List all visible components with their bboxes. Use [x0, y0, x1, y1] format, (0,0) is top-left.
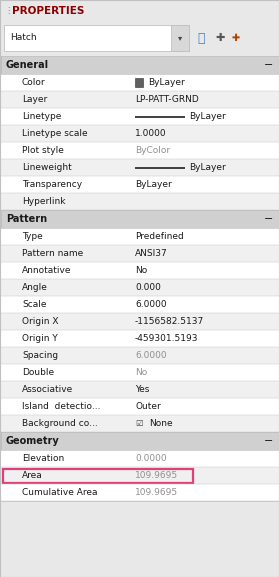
- Text: Background co...: Background co...: [22, 419, 98, 428]
- Bar: [0, 0, 279, 22]
- Bar: [0, 125, 279, 142]
- Text: 0.0000: 0.0000: [135, 454, 167, 463]
- Text: Pattern: Pattern: [6, 214, 47, 224]
- Text: Type: Type: [22, 232, 43, 241]
- Text: ⧉: ⧉: [197, 32, 205, 44]
- Bar: [0, 262, 279, 279]
- Bar: [0, 450, 279, 467]
- Bar: [0, 364, 279, 381]
- Bar: [0, 245, 279, 262]
- Bar: [0, 210, 2, 228]
- Bar: [0, 347, 279, 364]
- Text: None: None: [149, 419, 173, 428]
- Bar: [0, 56, 2, 74]
- Text: ByLayer: ByLayer: [189, 112, 226, 121]
- Bar: [0, 484, 279, 501]
- Bar: [0, 432, 2, 450]
- Text: Plot style: Plot style: [22, 146, 64, 155]
- Text: Angle: Angle: [22, 283, 48, 292]
- Text: Spacing: Spacing: [22, 351, 58, 360]
- Text: ByLayer: ByLayer: [189, 163, 226, 172]
- Text: Origin X: Origin X: [22, 317, 59, 326]
- Text: Double: Double: [22, 368, 54, 377]
- Bar: [171, 25, 189, 51]
- Text: General: General: [6, 60, 49, 70]
- Text: Hyperlink: Hyperlink: [22, 197, 66, 206]
- Text: ByLayer: ByLayer: [148, 78, 185, 87]
- Text: Island  detectio...: Island detectio...: [22, 402, 100, 411]
- Bar: [3, 469, 193, 482]
- Text: Linetype scale: Linetype scale: [22, 129, 88, 138]
- Text: Scale: Scale: [22, 300, 47, 309]
- Text: 0.000: 0.000: [135, 283, 161, 292]
- Bar: [135, 78, 143, 87]
- Bar: [0, 19, 279, 51]
- Bar: [0, 296, 279, 313]
- Text: Geometry: Geometry: [6, 436, 60, 446]
- Text: PROPERTIES: PROPERTIES: [12, 6, 84, 16]
- Text: ByColor: ByColor: [135, 146, 170, 155]
- Bar: [0, 381, 279, 398]
- Text: Lineweight: Lineweight: [22, 163, 72, 172]
- Text: No: No: [135, 266, 147, 275]
- Text: ByLayer: ByLayer: [135, 180, 172, 189]
- Text: Hatch: Hatch: [10, 33, 37, 43]
- Text: 109.9695: 109.9695: [135, 471, 178, 480]
- Text: Outer: Outer: [135, 402, 161, 411]
- Bar: [0, 415, 279, 432]
- Bar: [0, 501, 279, 577]
- Text: −: −: [264, 214, 273, 224]
- Text: Color: Color: [22, 78, 46, 87]
- Text: Origin Y: Origin Y: [22, 334, 58, 343]
- Text: ✚: ✚: [231, 33, 239, 43]
- Bar: [0, 432, 279, 450]
- Text: −: −: [264, 60, 273, 70]
- Text: Linetype: Linetype: [22, 112, 61, 121]
- Text: ✚: ✚: [215, 33, 224, 43]
- Text: ⋮: ⋮: [4, 6, 12, 16]
- Text: ANSI37: ANSI37: [135, 249, 168, 258]
- Text: No: No: [135, 368, 147, 377]
- Text: ▾: ▾: [178, 33, 182, 43]
- Text: 6.0000: 6.0000: [135, 351, 167, 360]
- Bar: [0, 330, 279, 347]
- Text: Predefined: Predefined: [135, 232, 184, 241]
- Text: LP-PATT-GRND: LP-PATT-GRND: [135, 95, 199, 104]
- Text: Yes: Yes: [135, 385, 149, 394]
- Bar: [0, 56, 279, 74]
- Bar: [0, 176, 279, 193]
- Text: Layer: Layer: [22, 95, 47, 104]
- Text: −: −: [264, 436, 273, 446]
- Bar: [0, 193, 279, 210]
- Bar: [0, 279, 279, 296]
- Bar: [0, 74, 279, 91]
- Bar: [0, 142, 279, 159]
- Text: -1156582.5137: -1156582.5137: [135, 317, 204, 326]
- Bar: [0, 210, 279, 228]
- Text: Annotative: Annotative: [22, 266, 71, 275]
- Text: Area: Area: [22, 471, 43, 480]
- Text: 6.0000: 6.0000: [135, 300, 167, 309]
- Bar: [0, 228, 279, 245]
- Bar: [0, 467, 279, 484]
- Bar: [0, 398, 279, 415]
- Text: Cumulative Area: Cumulative Area: [22, 488, 97, 497]
- Text: Associative: Associative: [22, 385, 73, 394]
- Bar: [0, 91, 279, 108]
- Text: 1.0000: 1.0000: [135, 129, 167, 138]
- Bar: [4, 25, 189, 51]
- Text: Transparency: Transparency: [22, 180, 82, 189]
- Text: Pattern name: Pattern name: [22, 249, 83, 258]
- Text: ☑: ☑: [135, 419, 143, 428]
- Text: -459301.5193: -459301.5193: [135, 334, 198, 343]
- Bar: [0, 159, 279, 176]
- Bar: [0, 108, 279, 125]
- Bar: [0, 313, 279, 330]
- Text: Elevation: Elevation: [22, 454, 64, 463]
- Text: 109.9695: 109.9695: [135, 488, 178, 497]
